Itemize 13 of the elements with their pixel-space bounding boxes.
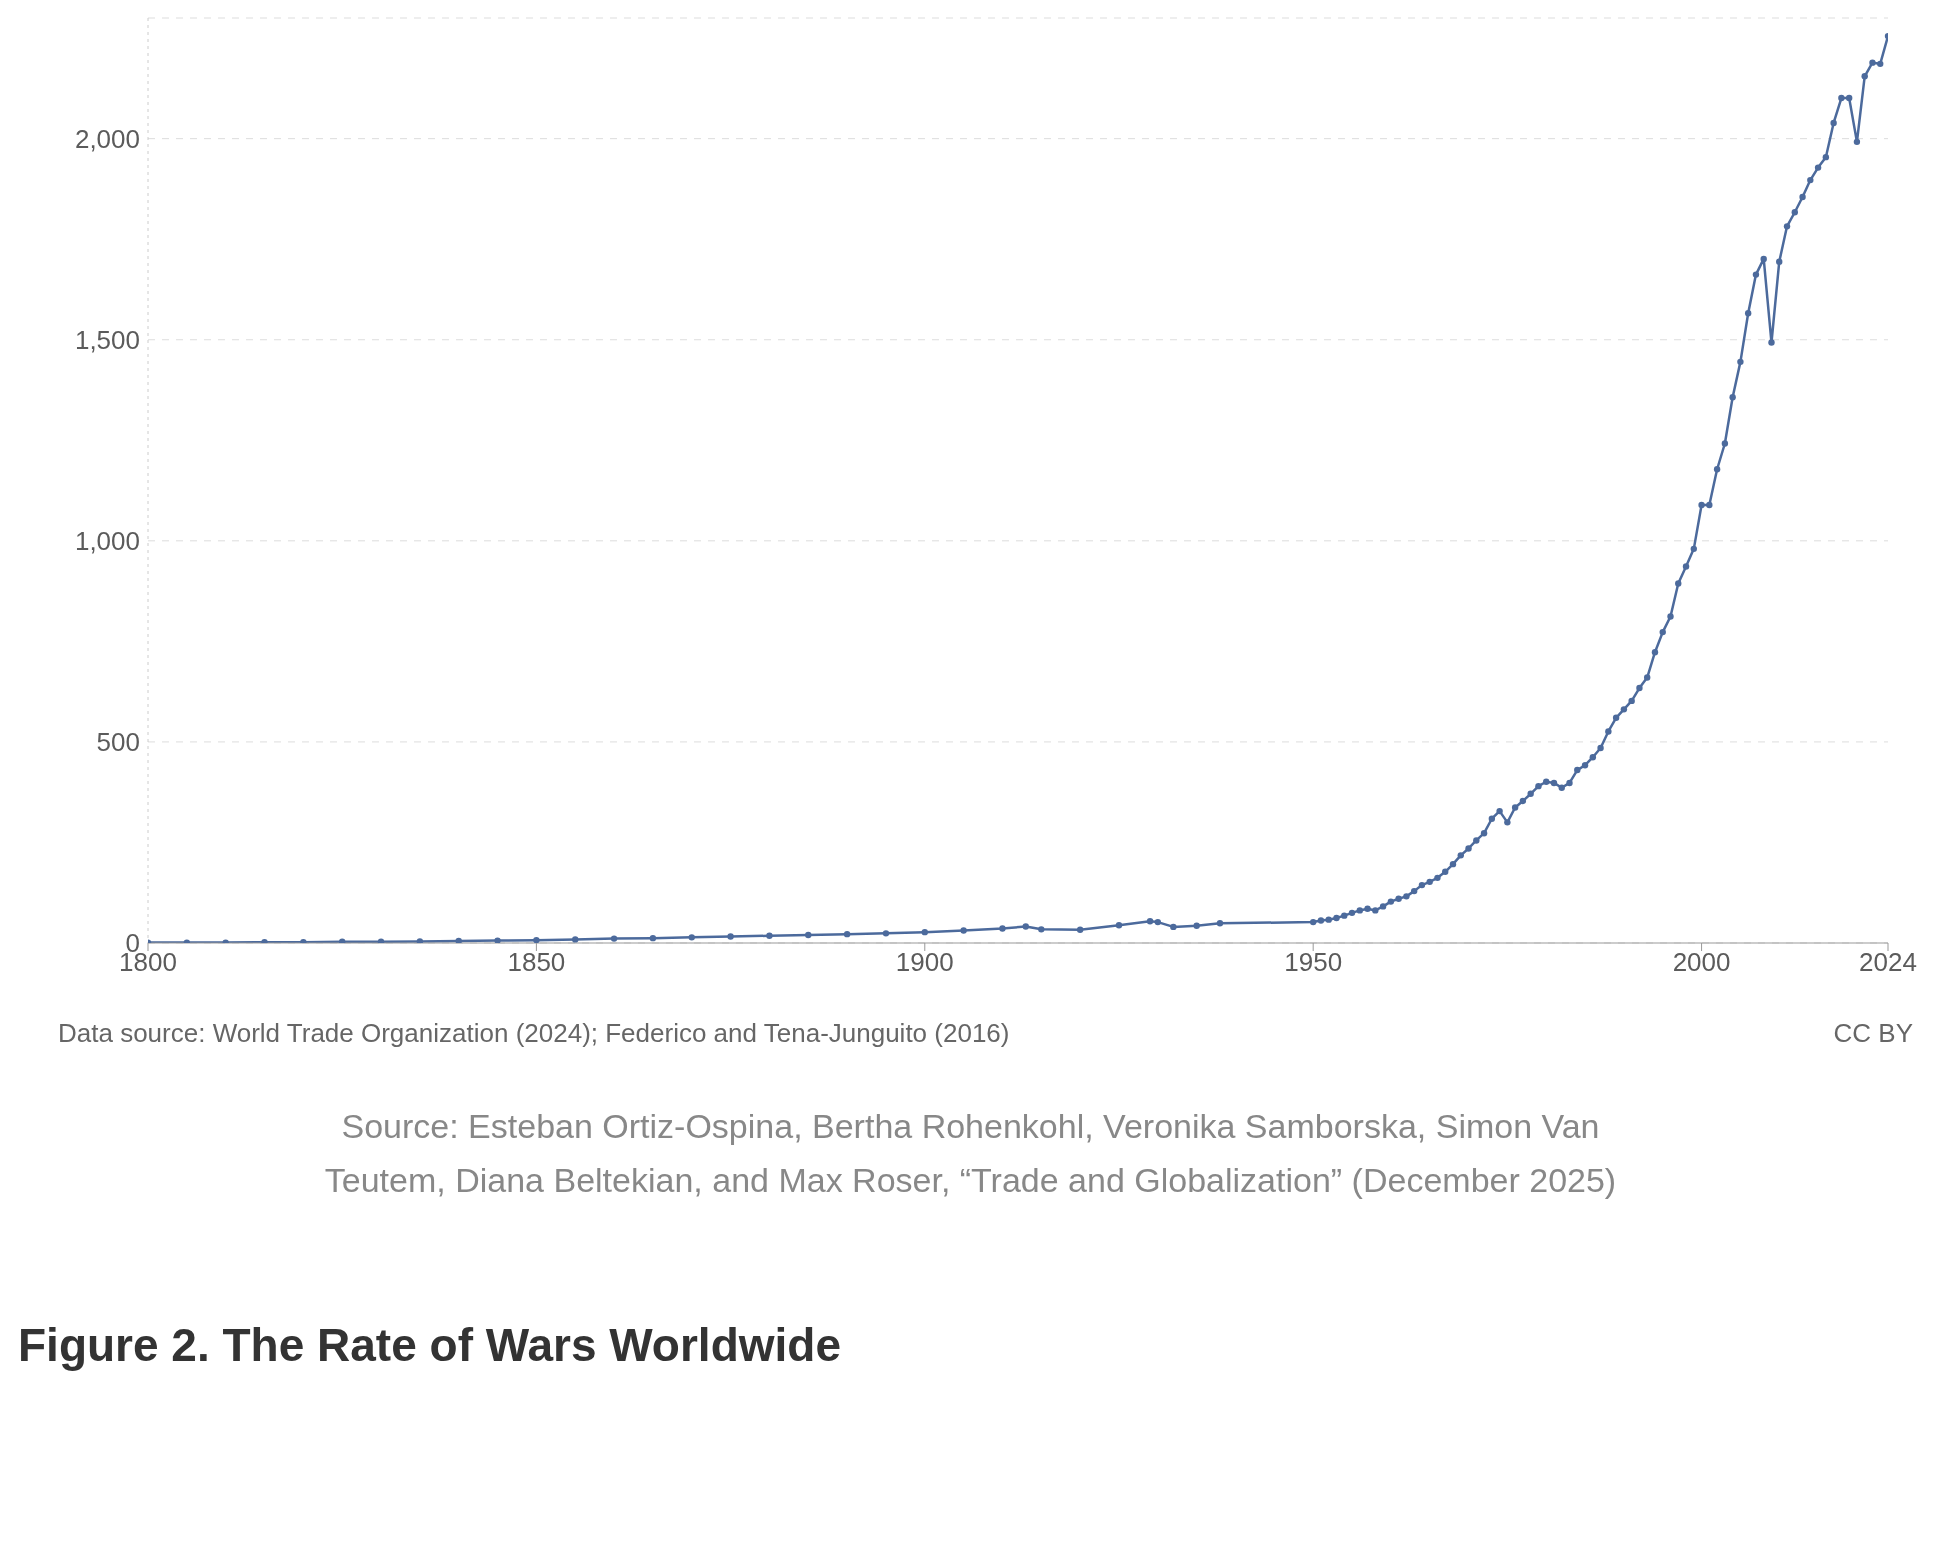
y-tick-label: 500 (96, 727, 140, 758)
y-tick-label: 2,000 (74, 123, 140, 154)
text: CC BY (1833, 1018, 1913, 1049)
x-tick-label: 1900 (895, 947, 954, 978)
x-tick-label: 2000 (1672, 947, 1731, 978)
y-tick-label: 1,000 (74, 526, 140, 557)
source-note: Source: Esteban Ortiz-Ospina, Bertha Rohenkohl, Veronika Samborska, Simon Van Teutem, Diana Beltekian, and Max Roser, “Trade and Globalization” (December 2025) (323, 1106, 1618, 1202)
source-note: Data source: World Trade Organization (2024); Federico and Tena-Junguito (2016) (58, 1018, 1010, 1049)
y-tick-label: 1,500 (74, 324, 140, 355)
x-tick-label: 1850 (507, 947, 566, 978)
x-tick-label: 2024 (1859, 947, 1917, 978)
x-tick-label: 1950 (1284, 947, 1343, 978)
caption: Figure 2. The Rate of Wars Worldwide (18, 1317, 842, 1372)
